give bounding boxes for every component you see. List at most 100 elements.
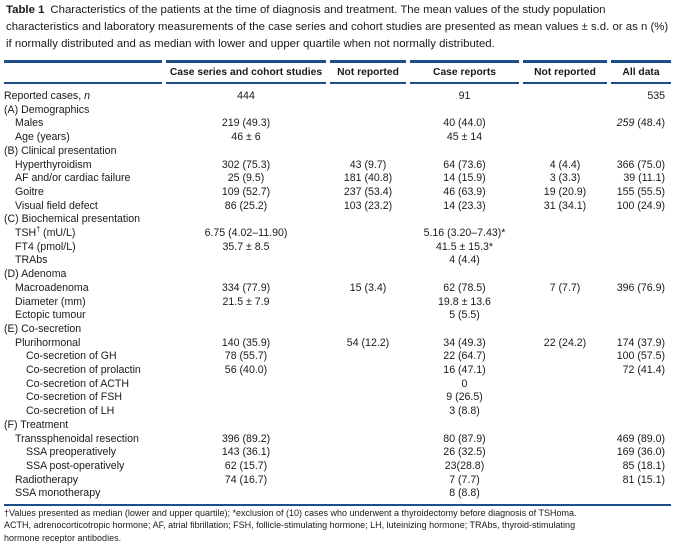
- table-cell: [328, 405, 408, 419]
- table-row: Transsphenoidal resection 396 (89.2) 80 (8…: [4, 433, 671, 447]
- table-cell: [328, 254, 408, 268]
- table-cell: 4 (4.4): [449, 254, 480, 267]
- table-row: Macroadenoma 334 (77.9) 15 (3.4) 62 (78.5) 7…: [4, 282, 671, 296]
- table-cell: [328, 104, 408, 118]
- row-label: SSA monotherapy: [4, 487, 164, 507]
- table-cell: [328, 296, 408, 310]
- table-cell: [521, 460, 609, 474]
- table-row: Age (years) 46 ± 6 45 ± 14: [4, 131, 671, 145]
- table-cell: 469 (89.0): [616, 432, 665, 445]
- table-cell: [328, 460, 408, 474]
- table-cell: [164, 378, 328, 392]
- table-cell: 237 (53.4): [343, 185, 393, 198]
- table-row: (D) Adenoma: [4, 268, 671, 282]
- table-cell: [521, 104, 609, 118]
- table-row: TSH† (mU/L) 6.75 (4.02–11.90) 5.16 (3.20–7…: [4, 227, 671, 241]
- table-cell: 155 (55.5): [616, 185, 665, 198]
- table-cell: [408, 419, 521, 433]
- table-cell: 80 (87.9): [443, 432, 486, 445]
- table-cell: [609, 309, 671, 323]
- table-cell: 5.16 (3.20–7.43)*: [423, 227, 506, 240]
- table-cell: 7 (7.7): [449, 473, 480, 486]
- table-cell: 174 (37.9): [616, 336, 665, 349]
- table-cell: 5 (5.5): [449, 309, 480, 322]
- table-cell: 396 (89.2): [221, 432, 271, 445]
- row-label: (E) Co-secretion: [4, 322, 82, 335]
- table-cell: [328, 117, 408, 131]
- footnote-line: †Values presented as median (lower and u…: [4, 508, 577, 518]
- table-cell: [609, 419, 671, 433]
- table-cell: 366 (75.0): [616, 158, 665, 171]
- header-cell: Not reported: [519, 60, 609, 84]
- table-cell: 39 (11.1): [623, 172, 665, 185]
- table-cell: [521, 241, 609, 255]
- table-cell: [328, 433, 408, 447]
- row-label: Diameter (mm): [15, 295, 86, 308]
- table-cell: 23(28.8): [444, 459, 485, 472]
- table-cell: 103 (23.2): [343, 199, 393, 212]
- table-label: Table 1: [6, 4, 45, 16]
- table-cell: 140 (35.9): [221, 336, 271, 349]
- table-cell: 7 (7.7): [549, 281, 581, 294]
- table-cell: [609, 145, 671, 159]
- table-cell: 45 ± 14: [446, 131, 483, 144]
- table-cell: [164, 391, 328, 405]
- table-cell: 169 (36.0): [616, 446, 665, 459]
- table-cell: [328, 227, 408, 241]
- table-cell: 85 (18.1): [622, 459, 665, 472]
- table-cell: 35.7 ± 8.5: [222, 240, 270, 253]
- header-cell: Case series and cohort studies: [162, 60, 328, 84]
- table-row: Diameter (mm) 21.5 ± 7.9 19.8 ± 13.6: [4, 296, 671, 310]
- table-cell: 444: [237, 90, 255, 102]
- table-row: Ectopic tumour 5 (5.5): [4, 309, 671, 323]
- row-label: (A) Demographics: [4, 103, 90, 116]
- table-cell: [328, 487, 408, 507]
- table-cell: [328, 474, 408, 488]
- table-cell: 9 (26.5): [446, 391, 483, 404]
- table-cell: 334 (77.9): [221, 281, 271, 294]
- table-cell: 34 (49.3): [443, 336, 486, 349]
- table-cell: 181 (40.8): [343, 172, 393, 185]
- table-cell: [609, 241, 671, 255]
- table-cell: 56 (40.0): [224, 364, 268, 377]
- table-row: Hyperthyroidism 302 (75.3) 43 (9.7) 64 (73.…: [4, 159, 671, 173]
- table-cell: 100 (24.9): [616, 199, 665, 212]
- table-cell: 15 (3.4): [349, 281, 387, 294]
- table-cell: [164, 254, 328, 268]
- table-cell: [328, 145, 408, 159]
- row-label: Reported cases, n: [4, 90, 90, 102]
- table-cell: [521, 487, 609, 507]
- table-row: Visual field defect 86 (25.2) 103 (23.2) 14…: [4, 200, 671, 214]
- table-cell: [164, 145, 328, 159]
- table-cell: [609, 227, 671, 241]
- row-label: Transsphenoidal resection: [15, 432, 139, 445]
- table-cell: [408, 268, 521, 282]
- table-cell: [521, 364, 609, 378]
- row-label: Macroadenoma: [15, 281, 89, 294]
- table-cell: [328, 364, 408, 378]
- table-cell: [609, 104, 671, 118]
- table-row: Goitre 109 (52.7) 237 (53.4) 46 (63.9) 19 (2…: [4, 186, 671, 200]
- table-row: SSA preoperatively 143 (36.1) 26 (32.5) 169…: [4, 446, 671, 460]
- table-cell: [521, 474, 609, 488]
- table-cell: [328, 241, 408, 255]
- table-cell: [521, 145, 609, 159]
- table-cell: [609, 378, 671, 392]
- row-label: Visual field defect: [15, 199, 98, 212]
- table-caption: Table 1 Characteristics of the patients a…: [6, 2, 670, 53]
- table-cell: 91: [458, 90, 471, 102]
- table-cell: [164, 405, 328, 419]
- row-label: AF and/or cardiac failure: [15, 172, 131, 185]
- table-cell: [521, 378, 609, 392]
- table-cell: [328, 213, 408, 227]
- table-cell: 100 (57.5): [616, 350, 665, 363]
- table-cell: [328, 323, 408, 337]
- table-cell: [521, 350, 609, 364]
- table-row: Co-secretion of prolactin 56 (40.0) 16 (47…: [4, 364, 671, 378]
- row-label: (B) Clinical presentation: [4, 144, 117, 157]
- table-cell: 41.5 ± 15.3*: [435, 240, 494, 253]
- table-cell: [328, 446, 408, 460]
- row-label: SSA post-operatively: [26, 459, 125, 472]
- row-label: SSA preoperatively: [26, 446, 117, 459]
- table-cell: 143 (36.1): [221, 446, 271, 459]
